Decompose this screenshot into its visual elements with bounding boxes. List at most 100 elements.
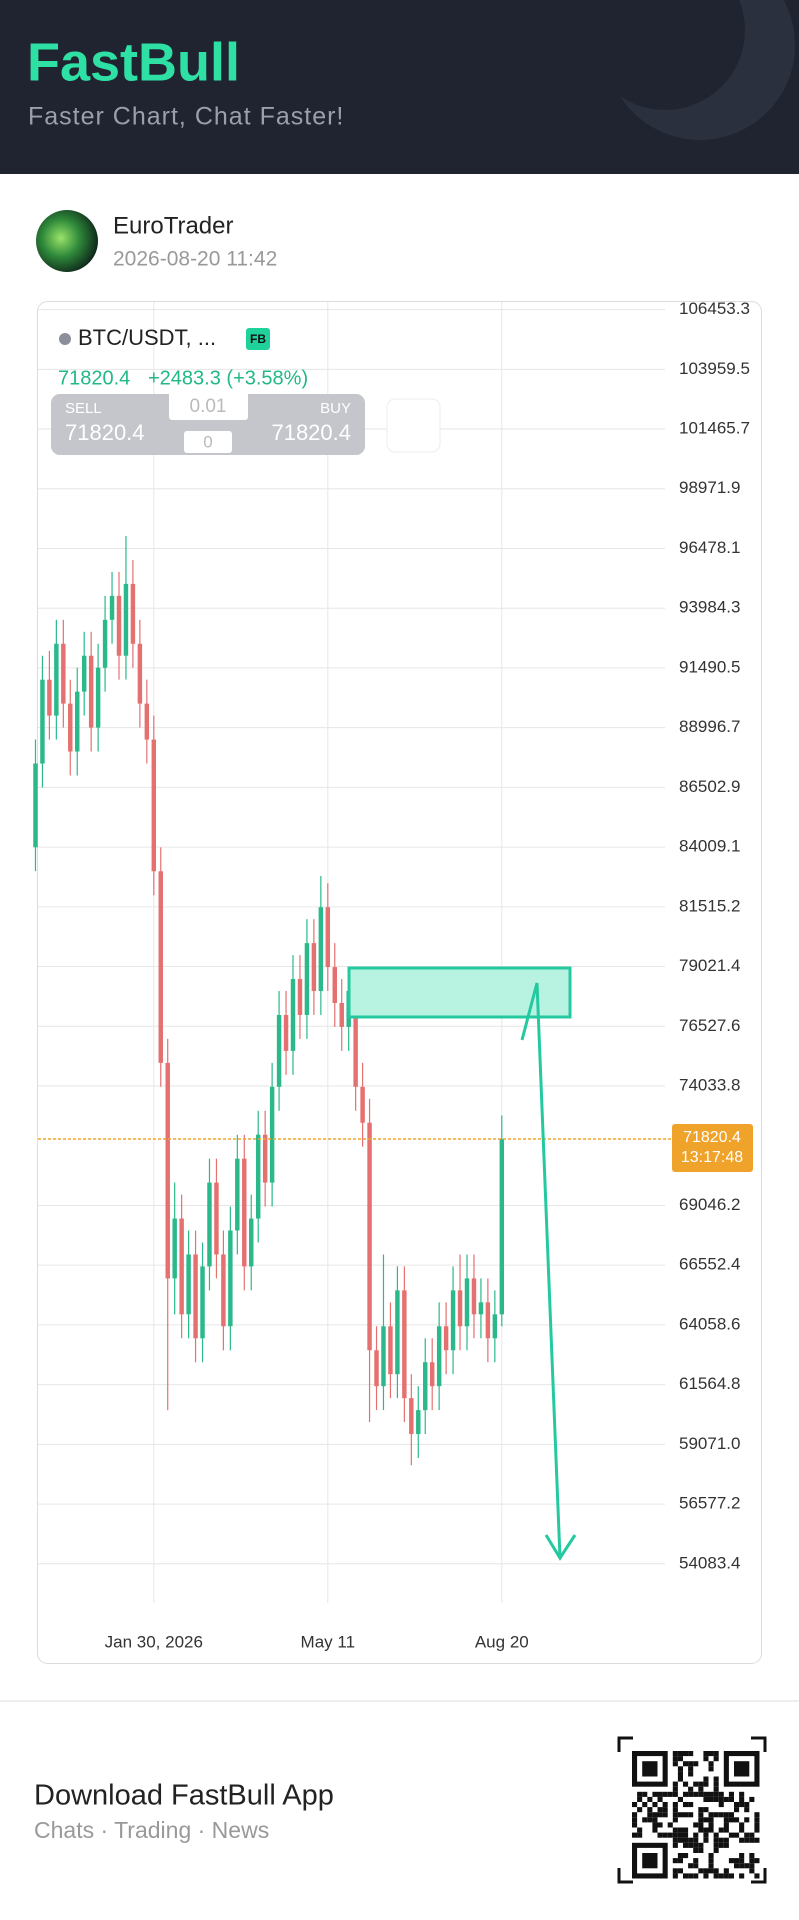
action-button[interactable] (386, 398, 441, 453)
candle-body (68, 703, 73, 752)
buy-price[interactable]: 71820.4 (271, 420, 351, 445)
qr-module (713, 1751, 719, 1757)
qr-module (749, 1858, 755, 1864)
qr-module (703, 1751, 709, 1757)
qr-module (723, 1812, 729, 1818)
qr-module (642, 1802, 648, 1808)
x-tick-label: Aug 20 (475, 1632, 529, 1651)
qr-module (632, 1822, 638, 1828)
candle-body (395, 1290, 400, 1375)
qr-module (718, 1812, 724, 1818)
qr-module (713, 1756, 719, 1762)
qr-module (744, 1802, 750, 1808)
qr-module (672, 1751, 678, 1757)
y-tick-label: 101465.7 (679, 419, 750, 438)
qr-module (683, 1832, 689, 1838)
brand-subtitle: Faster Chart, Chat Faster! (28, 103, 344, 131)
y-tick-label: 106453.3 (679, 299, 750, 318)
qr-module (713, 1776, 719, 1782)
candle-body (179, 1218, 184, 1315)
qr-module (713, 1832, 719, 1838)
qr-module (703, 1796, 709, 1802)
qr-module (683, 1761, 689, 1767)
avatar[interactable] (36, 210, 98, 272)
qr-module (734, 1817, 740, 1823)
qr-module (683, 1791, 689, 1797)
candle-body (283, 1014, 289, 1051)
drawing-arrow-head (544, 1534, 577, 1561)
qr-module (688, 1812, 694, 1818)
count-box[interactable] (184, 431, 232, 453)
candle-body (109, 595, 115, 620)
qr-module (718, 1796, 724, 1802)
candle-body (471, 1278, 477, 1315)
candle-body (255, 1134, 261, 1219)
candle-body (304, 943, 310, 1015)
price-tag (672, 1124, 753, 1173)
candle-body (242, 1158, 247, 1267)
qr-module (703, 1868, 709, 1874)
candle-body (276, 1014, 282, 1087)
candle-body (47, 679, 52, 716)
candle-body (200, 1266, 205, 1339)
qr-module (667, 1822, 673, 1828)
qr-module (744, 1863, 750, 1869)
qr-module (637, 1832, 643, 1838)
qr-module (744, 1817, 750, 1823)
candle-body (353, 991, 358, 1087)
qr-module (672, 1756, 678, 1762)
qr-module (749, 1832, 755, 1838)
sell-label[interactable]: SELL (65, 400, 102, 417)
candle-body (214, 1182, 219, 1255)
symbol[interactable]: BTC/USDT, ... (78, 325, 216, 350)
qr-module (672, 1802, 678, 1808)
qr-module (723, 1817, 729, 1823)
qr-module (754, 1873, 760, 1879)
lot-box[interactable] (169, 392, 248, 420)
qr-module (677, 1796, 683, 1802)
badge: FB (250, 332, 266, 346)
y-tick-label: 54083.4 (679, 1553, 740, 1572)
qr-module (677, 1812, 683, 1818)
qr-module (693, 1863, 699, 1869)
y-tick-label: 66552.4 (679, 1255, 740, 1274)
candle-body (262, 1134, 268, 1183)
qr-module (677, 1868, 683, 1874)
candle-body (95, 667, 101, 728)
qr-module (708, 1766, 714, 1772)
y-tick-label: 61564.8 (679, 1374, 740, 1393)
qr-module (708, 1751, 714, 1757)
qr-module (749, 1837, 755, 1843)
candle-body (75, 691, 80, 752)
buy-label[interactable]: BUY (320, 400, 351, 417)
qr-module (713, 1873, 719, 1879)
candle-body (130, 583, 136, 644)
price-tag-countdown: 13:17:48 (681, 1149, 743, 1166)
qr-module (667, 1832, 673, 1838)
qr-module (728, 1858, 734, 1864)
candle-body (416, 1410, 421, 1435)
qr-module (657, 1791, 663, 1797)
qr-module (693, 1822, 699, 1828)
qr-module (672, 1817, 678, 1823)
header-decoration (585, 0, 745, 110)
y-tick-label: 81515.2 (679, 896, 740, 915)
qr-module (688, 1842, 694, 1848)
drawing-arrow[interactable] (520, 982, 562, 1559)
qr-module (688, 1766, 694, 1772)
y-tick-label: 91490.5 (679, 657, 740, 676)
author[interactable]: EuroTrader (113, 212, 234, 239)
qr-module (739, 1873, 745, 1879)
sell-price[interactable]: 71820.4 (65, 420, 145, 445)
qr-module (713, 1786, 719, 1792)
candle-body (311, 943, 317, 992)
lot-size: 0.01 (190, 396, 227, 417)
qr-module (703, 1781, 709, 1787)
y-tick-label: 74033.8 (679, 1075, 740, 1094)
candle-body (158, 871, 163, 1063)
qr-module (698, 1781, 704, 1787)
qr-module (698, 1827, 704, 1833)
x-tick-label: May 11 (301, 1632, 356, 1651)
y-tick-label: 69046.2 (679, 1195, 740, 1214)
qr-module (672, 1812, 678, 1818)
